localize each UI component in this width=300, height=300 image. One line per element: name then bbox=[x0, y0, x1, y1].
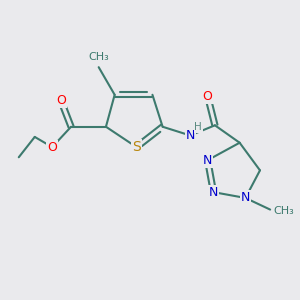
Text: S: S bbox=[132, 140, 141, 154]
Text: O: O bbox=[203, 90, 213, 103]
Text: CH₃: CH₃ bbox=[273, 206, 294, 216]
Text: O: O bbox=[56, 94, 66, 107]
Text: N: N bbox=[241, 191, 250, 205]
Text: N: N bbox=[185, 129, 195, 142]
Text: CH₃: CH₃ bbox=[88, 52, 109, 62]
Text: N: N bbox=[209, 186, 218, 199]
Text: H: H bbox=[194, 122, 202, 132]
Text: N: N bbox=[203, 154, 212, 167]
Text: O: O bbox=[47, 141, 57, 154]
